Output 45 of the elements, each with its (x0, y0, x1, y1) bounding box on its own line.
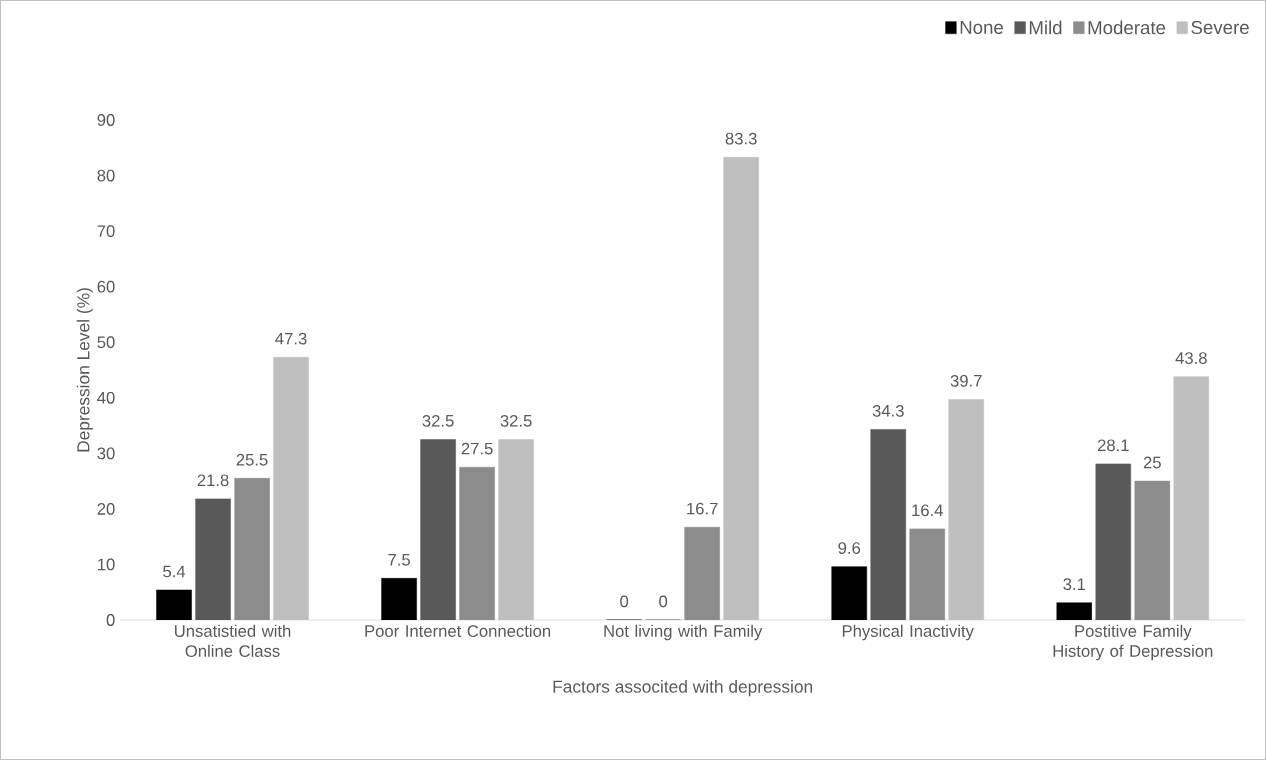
data-label: 25.5 (236, 453, 268, 466)
data-label: 83.3 (725, 132, 757, 145)
data-label: 9.6 (838, 542, 861, 554)
y-tick-label: 90 (97, 114, 115, 126)
legend-label: None (960, 20, 1003, 34)
data-label: 27.5 (461, 442, 493, 455)
bar (156, 589, 192, 620)
data-label: 47.3 (275, 332, 307, 345)
y-tick-label: 50 (97, 336, 115, 349)
data-label: 3.1 (1063, 578, 1086, 591)
data-label: 28.1 (1097, 439, 1129, 452)
bar (381, 578, 417, 620)
data-label: 32.5 (500, 414, 532, 427)
y-tick-label: 30 (97, 447, 115, 460)
y-tick-label: 60 (97, 280, 115, 293)
y-tick-label: 70 (97, 225, 115, 238)
data-label: 39.7 (950, 374, 982, 387)
x-tick-label: Unsatistied with Online Class (174, 624, 291, 657)
legend-label: Severe (1191, 20, 1249, 35)
y-tick-label: 10 (98, 558, 115, 571)
data-label: 0 (620, 595, 629, 608)
data-label: 7.5 (388, 554, 410, 566)
legend-label: Mild (1029, 20, 1062, 35)
data-label: 16.4 (912, 504, 943, 517)
data-label: 32.5 (422, 414, 454, 427)
data-label: 43.8 (1175, 352, 1207, 364)
data-label: 5.4 (163, 565, 186, 578)
data-label: 21.8 (197, 474, 229, 487)
x-tick-label: Postitive Family History of Depression (1053, 624, 1213, 661)
y-axis-title: Depression Level (%) (76, 288, 93, 452)
data-label: 16.7 (687, 502, 718, 515)
x-tick-label: Not living with Family (604, 624, 763, 641)
y-tick-label: 0 (106, 614, 115, 626)
bar (831, 566, 868, 620)
legend-label: Moderate (1088, 20, 1166, 35)
bar (1056, 602, 1093, 620)
x-axis-title: Factors associted with depression (553, 680, 813, 697)
y-tick-label: 20 (97, 503, 115, 515)
data-label: 0 (659, 595, 668, 608)
x-tick-label: Physical Inactivity (842, 624, 974, 641)
y-tick-label: 80 (97, 169, 115, 182)
data-label: 25 (1143, 456, 1161, 469)
y-tick-label: 40 (97, 391, 115, 404)
x-tick-label: Poor Internet Connection (365, 624, 551, 637)
data-label: 34.3 (872, 404, 904, 417)
